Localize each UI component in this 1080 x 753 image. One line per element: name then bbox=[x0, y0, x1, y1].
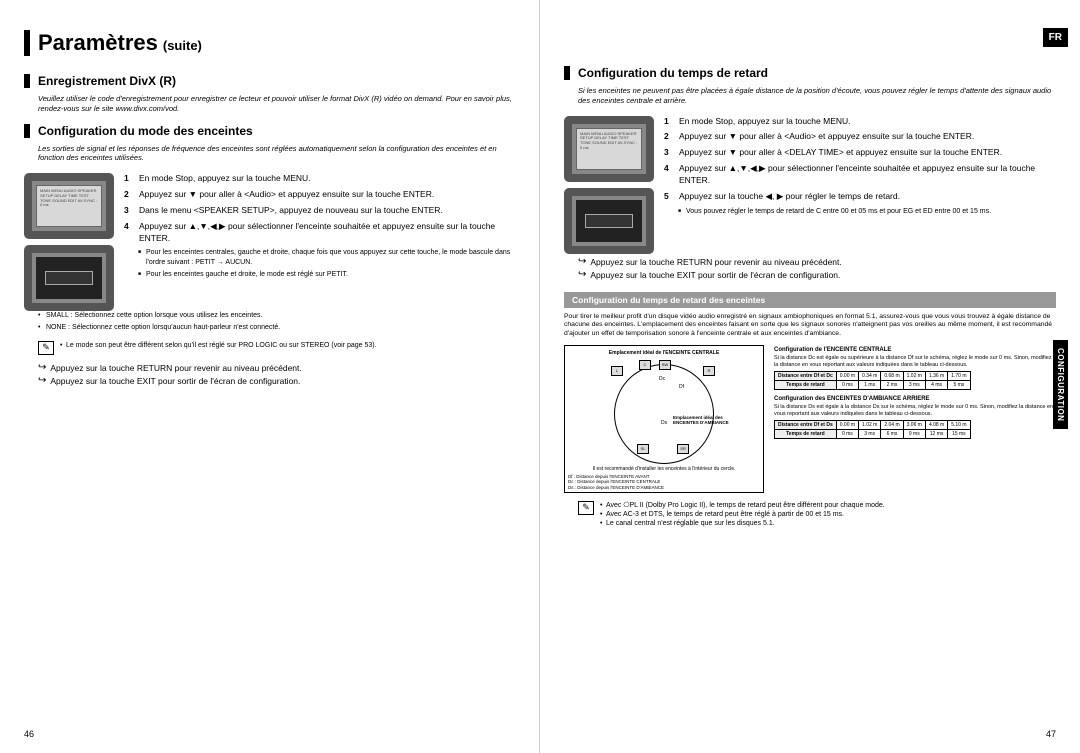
sec2-sub: SMALL : Sélectionnez cette option lorsqu… bbox=[38, 311, 515, 333]
speaker-SW: SW bbox=[659, 360, 671, 370]
speaker-L: L bbox=[611, 366, 623, 376]
page-number-right: 47 bbox=[1046, 729, 1056, 739]
sec2-block: MAIN MENU AUDIO SPEAKER SETUP DELAY TIME… bbox=[24, 173, 515, 311]
final-note-row: ✎ Avec ⎔PL II (Dolby Pro Logic II), le t… bbox=[578, 501, 1056, 528]
tv-screenshot-3: MAIN MENU AUDIO SPEAKER SETUP DELAY TIME… bbox=[564, 116, 654, 182]
page-number-left: 46 bbox=[24, 729, 34, 739]
tables-column: Configuration de l'ENCEINTE CENTRALE Si … bbox=[774, 345, 1056, 445]
tv-text: MAIN MENU AUDIO SPEAKER SETUP DELAY TIME… bbox=[36, 185, 102, 227]
sec1-heading: Enregistrement DivX (R) bbox=[24, 74, 515, 88]
sub-item: SMALL : Sélectionnez cette option lorsqu… bbox=[38, 311, 515, 321]
speaker-R: R bbox=[703, 366, 715, 376]
sec2-intro: Les sorties de signal et les réponses de… bbox=[24, 144, 515, 164]
speaker-SL: SL bbox=[637, 444, 649, 454]
diag-notes: Df : Distance depuis l'ENCEINTE AVANT Dc… bbox=[568, 474, 760, 490]
page-left: Paramètres (suite) Enregistrement DivX (… bbox=[0, 0, 540, 753]
step-text: Appuyez sur ▲,▼,◀,▶ pour sélectionner l'… bbox=[679, 163, 1056, 187]
pencil-icon: ✎ bbox=[578, 501, 594, 515]
tv-text: MAIN MENU AUDIO SPEAKER SETUP DELAY TIME… bbox=[576, 128, 642, 170]
diagram-row: Emplacement idéal de l'ENCEINTE CENTRALE… bbox=[564, 345, 1056, 493]
sec3-block: MAIN MENU AUDIO SPEAKER SETUP DELAY TIME… bbox=[564, 116, 1056, 254]
tv-stack-right: MAIN MENU AUDIO SPEAKER SETUP DELAY TIME… bbox=[564, 116, 654, 254]
return-line: ↪Appuyez sur la touche EXIT pour sortir … bbox=[578, 270, 1056, 280]
bullet: Pour les enceintes gauche et droite, le … bbox=[138, 270, 515, 280]
rear-table: Distance entre Df et Ds 0.00 m1.02 m2.04… bbox=[774, 420, 971, 439]
subbox-intro: Pour tirer le meilleur profit d'un disqu… bbox=[564, 313, 1056, 339]
return-line: ↪Appuyez sur la touche EXIT pour sortir … bbox=[38, 376, 515, 386]
center-text: Si la distance Dc est égale ou supérieur… bbox=[774, 355, 1056, 368]
rear-text: Si la distance Ds est égale à la distanc… bbox=[774, 404, 1056, 417]
sec2-heading: Configuration du mode des enceintes bbox=[24, 124, 515, 138]
sec3-steps: 1En mode Stop, appuyez sur la touche MEN… bbox=[664, 116, 1056, 254]
pencil-icon: ✎ bbox=[38, 341, 54, 355]
step-text: En mode Stop, appuyez sur la touche MENU… bbox=[139, 173, 311, 185]
sub-item: NONE : Sélectionnez cette option lorsqu'… bbox=[38, 323, 515, 333]
speaker-C: C bbox=[639, 360, 651, 370]
sec1-intro: Veuillez utiliser le code d'enregistreme… bbox=[24, 94, 515, 114]
sec3-heading: Configuration du temps de retard bbox=[564, 66, 1056, 80]
sec2-bullets: Pour les enceintes centrales, gauche et … bbox=[138, 248, 515, 279]
tv-stack-left: MAIN MENU AUDIO SPEAKER SETUP DELAY TIME… bbox=[24, 173, 114, 311]
return-line: ↪Appuyez sur la touche RETURN pour reven… bbox=[38, 363, 515, 373]
bullet: Vous pouvez régler le temps de retard de… bbox=[678, 207, 1056, 217]
speaker-SR: SR bbox=[677, 444, 689, 454]
final-notes: Avec ⎔PL II (Dolby Pro Logic II), le tem… bbox=[600, 501, 885, 528]
return-icon: ↪ bbox=[38, 363, 46, 373]
language-tab: FR bbox=[1043, 28, 1068, 47]
return-icon: ↪ bbox=[578, 270, 586, 280]
tv-screenshot-4 bbox=[564, 188, 654, 254]
sec3-bullets: Vous pouvez régler le temps de retard de… bbox=[678, 207, 1056, 217]
page-right: FR CONFIGURATION Configuration du temps … bbox=[540, 0, 1080, 753]
step-text: Appuyez sur la touche ◀, ▶ pour régler l… bbox=[679, 191, 900, 203]
title-text: Paramètres bbox=[38, 30, 158, 56]
sec2-steps: 1En mode Stop, appuyez sur la touche MEN… bbox=[124, 173, 515, 311]
rear-title: Configuration des ENCEINTES D'AMBIANCE A… bbox=[774, 396, 1056, 402]
step-text: Appuyez sur ▲,▼,◀,▶ pour sélectionner l'… bbox=[139, 221, 515, 245]
bullet: Pour les enceintes centrales, gauche et … bbox=[138, 248, 515, 268]
sec3-intro: Si les enceintes ne peuvent pas être pla… bbox=[564, 86, 1056, 106]
page-spread: Paramètres (suite) Enregistrement DivX (… bbox=[0, 0, 1080, 753]
diag-right-label: Emplacement idéal des ENCEINTES D'AMBIAN… bbox=[673, 416, 733, 426]
subbox-title: Configuration du temps de retard des enc… bbox=[564, 292, 1056, 308]
step-text: Appuyez sur ▼ pour aller à <Audio> et ap… bbox=[679, 131, 974, 143]
step-text: Dans le menu <SPEAKER SETUP>, appuyez de… bbox=[139, 205, 443, 217]
title-suffix: (suite) bbox=[163, 38, 202, 53]
return-line: ↪Appuyez sur la touche RETURN pour reven… bbox=[578, 257, 1056, 267]
main-title: Paramètres (suite) bbox=[24, 30, 515, 56]
note-row: ✎ Le mode son peut être différent selon … bbox=[38, 341, 515, 355]
return-icon: ↪ bbox=[38, 376, 46, 386]
return-icon: ↪ bbox=[578, 257, 586, 267]
step-text: Appuyez sur ▼ pour aller à <Audio> et ap… bbox=[139, 189, 434, 201]
diag-bottom: Il est recommandé d'installer les encein… bbox=[568, 466, 760, 472]
side-tab: CONFIGURATION bbox=[1053, 340, 1068, 429]
center-table: Distance entre Df et Dc 0.00 m0.34 m0.68… bbox=[774, 371, 971, 390]
tv-screenshot-2 bbox=[24, 245, 114, 311]
speaker-diagram: Emplacement idéal de l'ENCEINTE CENTRALE… bbox=[564, 345, 764, 493]
note-text: Le mode son peut être différent selon qu… bbox=[60, 341, 377, 350]
center-title: Configuration de l'ENCEINTE CENTRALE bbox=[774, 347, 1056, 353]
step-text: Appuyez sur ▼ pour aller à <DELAY TIME> … bbox=[679, 147, 1002, 159]
step-text: En mode Stop, appuyez sur la touche MENU… bbox=[679, 116, 851, 128]
tv-screenshot-1: MAIN MENU AUDIO SPEAKER SETUP DELAY TIME… bbox=[24, 173, 114, 239]
